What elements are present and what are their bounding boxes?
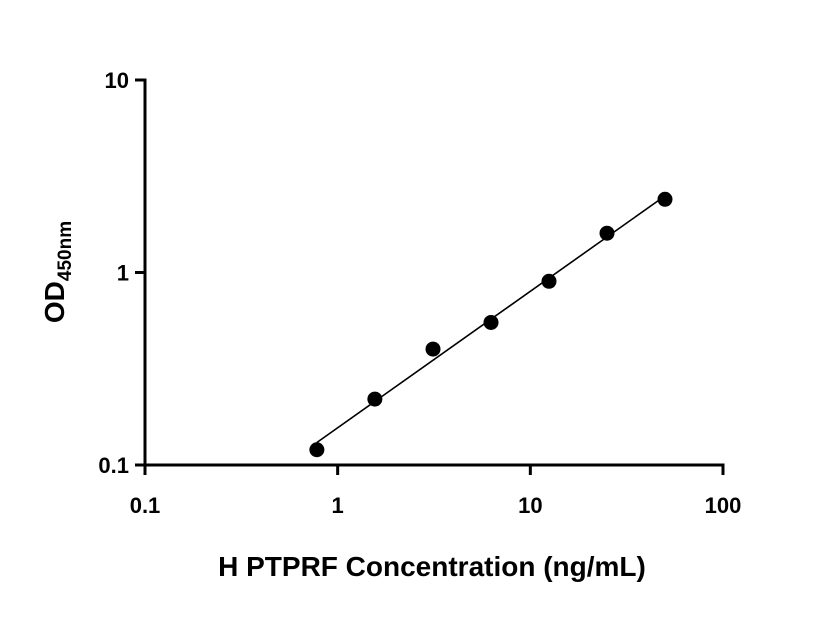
axes [143,78,725,467]
x-tick-label: 1 [332,493,344,518]
y-tick-label: 10 [105,68,129,93]
x-tick-label: 0.1 [130,493,161,518]
data-point [599,225,615,241]
data-point [541,273,557,289]
y-axis-title: OD450nm [39,221,76,323]
data-point [425,341,441,357]
y-tick-label: 0.1 [98,453,129,478]
x-ticks: 0.1 1 10 100 [130,465,742,518]
data-point [367,391,383,407]
y-axis-title-main: OD [39,281,70,323]
y-ticks: 0.1 1 10 [98,68,145,478]
data-point [483,314,499,330]
x-tick-label: 100 [705,493,742,518]
y-tick-label: 1 [117,261,129,286]
data-point [657,191,673,207]
x-axis-title: H PTPRF Concentration (ng/mL) [218,551,646,582]
y-axis-title-subscript: 450nm [55,221,76,281]
data-points [309,191,673,458]
x-tick-label: 10 [518,493,542,518]
data-point [309,442,325,458]
